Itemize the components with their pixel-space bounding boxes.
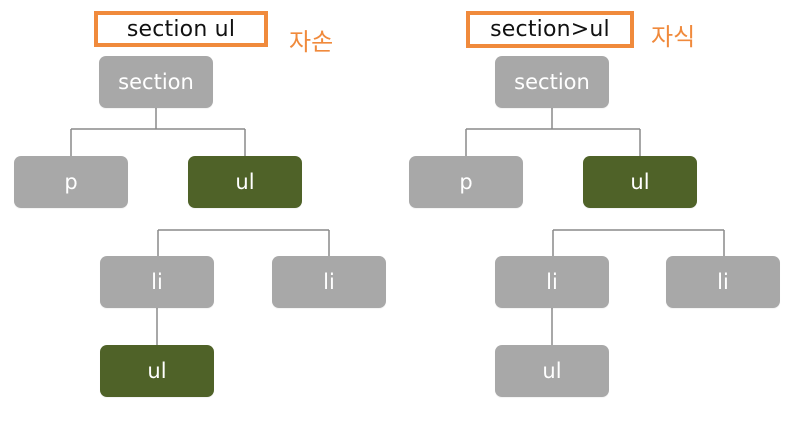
left-selector-box: section ul — [94, 11, 268, 47]
right-node-nested-ul: ul — [495, 345, 609, 397]
left-node-section: section — [99, 56, 213, 108]
left-connector-section-children — [70, 108, 246, 156]
right-connector-section-children — [465, 108, 641, 156]
right-node-li-1: li — [495, 256, 609, 308]
right-caption: 자식 — [651, 23, 696, 51]
left-node-li-2: li — [272, 256, 386, 308]
left-node-ul: ul — [188, 156, 302, 208]
right-node-section: section — [495, 56, 609, 108]
left-node-nested-ul: ul — [100, 345, 214, 397]
right-selector-box: section>ul — [466, 11, 634, 48]
right-connector-ul-children — [552, 229, 725, 256]
right-node-p: p — [409, 156, 523, 208]
left-connector-ul-children — [157, 229, 330, 256]
right-node-ul: ul — [583, 156, 697, 208]
left-node-li-1: li — [100, 256, 214, 308]
right-node-li-2: li — [666, 256, 780, 308]
left-node-p: p — [14, 156, 128, 208]
left-caption: 자손 — [289, 28, 334, 56]
